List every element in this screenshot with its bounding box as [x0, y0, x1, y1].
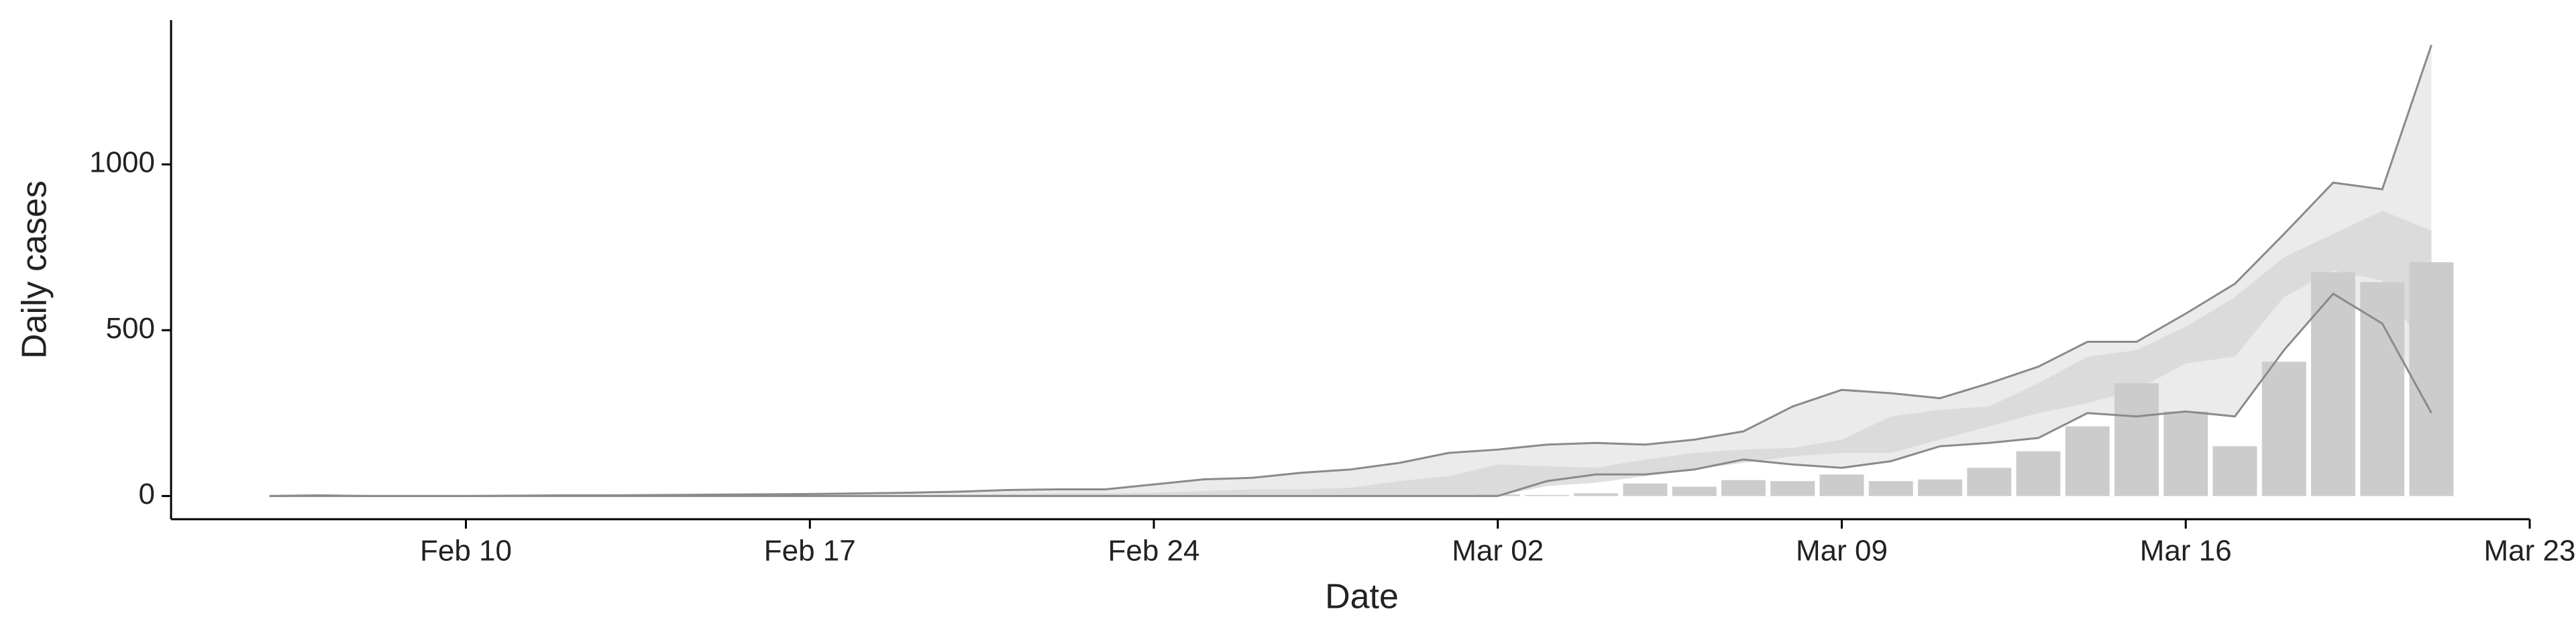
bar — [2261, 362, 2306, 496]
bar — [1623, 483, 1668, 496]
band-lower-line — [269, 292, 2432, 497]
band-area — [269, 211, 2432, 496]
bar — [1967, 468, 2012, 496]
bar — [2016, 451, 2061, 496]
x-tick-label: Feb 17 — [764, 535, 856, 568]
bar — [2114, 383, 2159, 496]
bar — [1574, 493, 1619, 496]
x-tick-label: Feb 24 — [1108, 535, 1200, 568]
x-tick-label: Mar 23 — [2484, 535, 2576, 568]
bar — [1918, 479, 1962, 496]
x-tick-label: Mar 09 — [1796, 535, 1888, 568]
y-tick-label: 0 — [139, 478, 155, 511]
bar — [1721, 480, 1766, 496]
bar — [1868, 481, 1913, 496]
bar — [2409, 262, 2454, 496]
y-tick-label: 500 — [106, 312, 155, 345]
bar — [2360, 282, 2405, 496]
x-tick-label: Mar 16 — [2140, 535, 2232, 568]
x-tick-label: Feb 10 — [420, 535, 512, 568]
bar — [1819, 474, 1864, 496]
bar — [2311, 272, 2355, 496]
bar — [2065, 426, 2110, 496]
x-tick-label: Mar 02 — [1452, 535, 1544, 568]
bar — [1770, 481, 1815, 496]
y-tick-label: 1000 — [89, 146, 155, 179]
y-axis-title: Daily cases — [15, 180, 54, 359]
bar — [1672, 486, 1717, 496]
bar — [2163, 411, 2208, 496]
x-axis-title: Date — [1325, 578, 1399, 616]
bar — [1525, 494, 1569, 496]
bar — [2212, 446, 2257, 496]
